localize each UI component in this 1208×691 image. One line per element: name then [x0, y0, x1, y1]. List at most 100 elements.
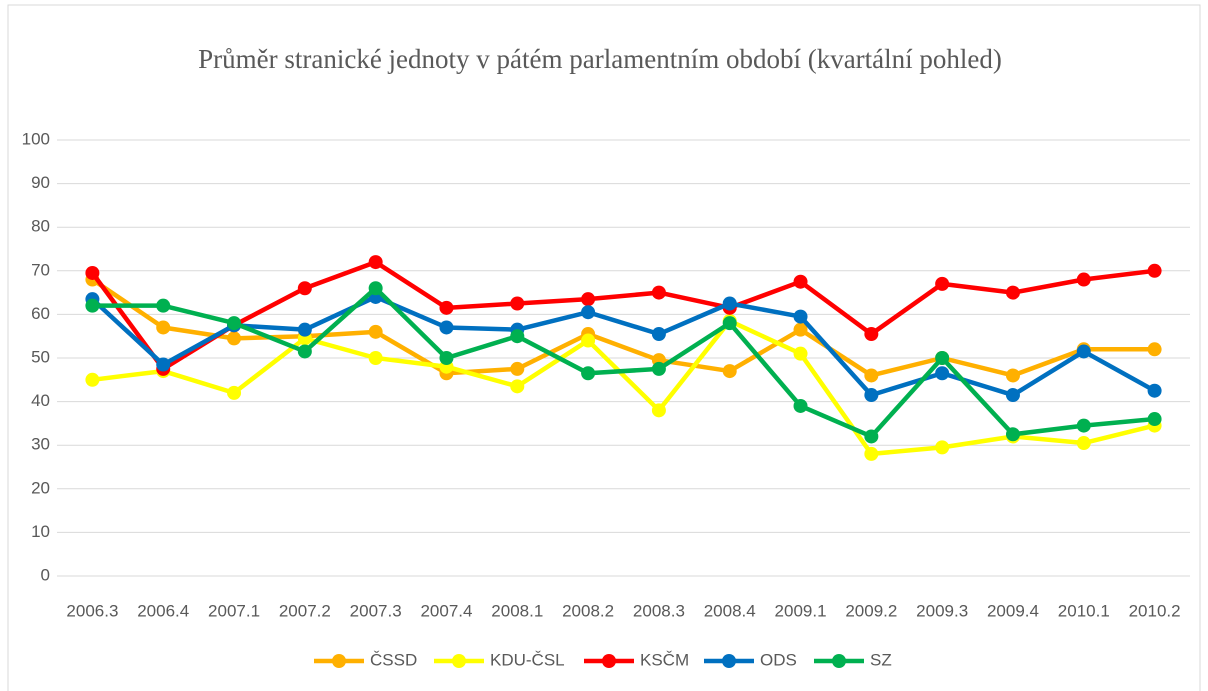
data-point — [1076, 272, 1091, 287]
legend-label: SZ — [870, 650, 892, 669]
data-point — [1147, 383, 1162, 398]
legend-label: KSČM — [640, 650, 689, 669]
x-tick-label: 2010.1 — [1058, 601, 1110, 620]
data-point — [156, 298, 171, 313]
x-tick-label: 2007.4 — [420, 601, 472, 620]
data-point — [722, 296, 737, 311]
y-tick-label: 70 — [31, 260, 50, 279]
y-tick-label: 60 — [31, 304, 50, 323]
legend-marker — [332, 654, 346, 668]
series-line — [90, 259, 1155, 372]
data-point — [439, 351, 454, 365]
legend-label: KDU-ČSL — [490, 650, 565, 669]
data-point — [439, 300, 454, 315]
data-point — [85, 372, 100, 387]
data-point — [793, 346, 808, 361]
data-point — [864, 327, 879, 342]
x-tick-label: 2009.2 — [845, 601, 897, 620]
data-point — [935, 366, 950, 381]
data-point — [1147, 412, 1162, 427]
data-point — [935, 276, 950, 291]
data-point — [368, 281, 383, 296]
data-point — [864, 446, 879, 461]
series-line — [92, 318, 1156, 457]
data-point — [510, 329, 525, 344]
x-tick-label: 2009.3 — [916, 601, 968, 620]
data-point — [935, 440, 950, 455]
x-tick-label: 2008.1 — [491, 601, 543, 620]
data-point — [651, 327, 666, 342]
y-tick-label: 20 — [31, 478, 50, 497]
legend-marker — [722, 654, 736, 668]
data-point — [793, 322, 808, 337]
x-tick-label: 2008.3 — [633, 601, 685, 620]
y-tick-label: 90 — [31, 173, 50, 192]
y-tick-label: 10 — [31, 522, 50, 541]
data-point — [156, 357, 171, 372]
data-point — [581, 366, 596, 381]
data-point — [297, 344, 312, 359]
data-point — [722, 364, 737, 379]
data-point — [510, 361, 525, 376]
legend-marker — [832, 654, 846, 668]
data-point — [581, 305, 596, 320]
data-point — [439, 320, 454, 335]
y-tick-label: 100 — [22, 129, 50, 148]
data-point — [297, 322, 312, 337]
data-point — [368, 255, 383, 270]
data-point — [581, 333, 596, 348]
data-point — [1005, 368, 1020, 383]
data-point — [864, 429, 879, 444]
data-point — [368, 324, 383, 339]
data-point — [85, 265, 100, 280]
data-point — [1005, 285, 1020, 300]
data-point — [651, 361, 666, 376]
data-point — [651, 285, 666, 300]
y-tick-label: 40 — [31, 391, 50, 410]
x-tick-label: 2007.1 — [208, 601, 260, 620]
data-point — [1005, 427, 1020, 442]
data-point — [510, 296, 525, 311]
data-point — [1005, 388, 1020, 403]
data-point — [297, 281, 312, 296]
data-point — [85, 298, 100, 313]
data-point — [1147, 342, 1162, 357]
data-point — [864, 388, 879, 403]
data-point — [935, 351, 950, 365]
data-point — [651, 403, 666, 418]
data-point — [1076, 436, 1091, 451]
data-point — [227, 316, 242, 331]
data-point — [510, 379, 525, 394]
data-point — [227, 385, 242, 400]
data-point — [156, 320, 171, 335]
data-point — [1076, 418, 1091, 433]
x-tick-label: 2010.2 — [1129, 601, 1181, 620]
y-tick-label: 0 — [41, 565, 50, 584]
x-tick-label: 2007.2 — [279, 601, 331, 620]
data-point — [722, 316, 737, 331]
x-tick-label: 2006.3 — [66, 601, 118, 620]
x-tick-label: 2006.4 — [137, 601, 189, 620]
y-tick-label: 30 — [31, 435, 50, 454]
series-line — [90, 294, 1156, 398]
data-point — [1147, 263, 1162, 278]
legend-marker — [452, 654, 466, 668]
legend-label: ODS — [760, 650, 797, 669]
data-point — [793, 398, 808, 413]
x-tick-label: 2008.2 — [562, 601, 614, 620]
data-point — [793, 274, 808, 289]
y-tick-label: 50 — [31, 347, 50, 366]
legend-label: ČSSD — [370, 650, 417, 669]
y-tick-label: 80 — [31, 217, 50, 236]
x-tick-label: 2007.3 — [350, 601, 402, 620]
data-point — [227, 331, 242, 346]
data-point — [581, 292, 596, 307]
x-tick-label: 2009.4 — [987, 601, 1039, 620]
data-point — [368, 351, 383, 365]
data-point — [1076, 344, 1091, 359]
x-tick-label: 2009.1 — [775, 601, 827, 620]
chart-title: Průměr stranické jednoty v pátém parlame… — [198, 44, 1002, 74]
data-point — [864, 368, 879, 383]
